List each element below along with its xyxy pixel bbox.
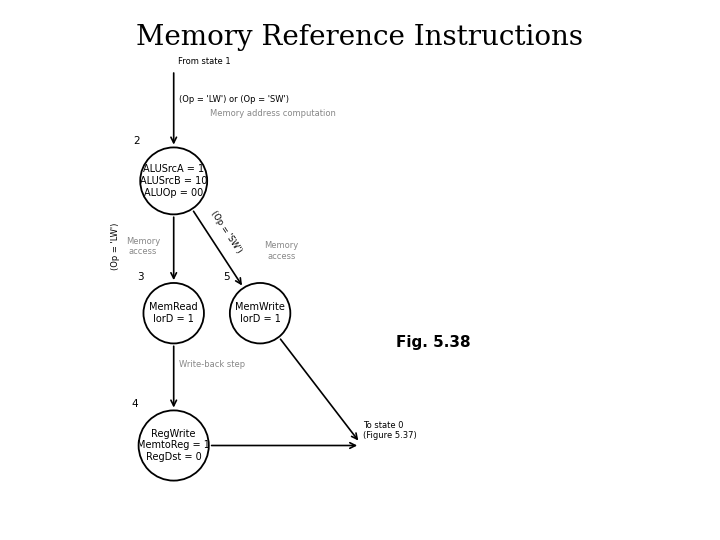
Text: (Op = 'LW') or (Op = 'SW'): (Op = 'LW') or (Op = 'SW') [179, 96, 289, 104]
Text: To state 0
(Figure 5.37): To state 0 (Figure 5.37) [363, 421, 416, 440]
Text: 3: 3 [137, 272, 143, 282]
Text: From state 1: From state 1 [178, 57, 230, 66]
Text: Memory
access: Memory access [126, 237, 160, 256]
Text: Write-back step: Write-back step [179, 360, 246, 369]
Text: 2: 2 [133, 136, 140, 146]
Text: Memory address computation: Memory address computation [210, 109, 336, 118]
Text: (Op = 'LW'): (Op = 'LW') [112, 223, 120, 271]
Text: RegWrite
MemtoReg = 1
RegDst = 0: RegWrite MemtoReg = 1 RegDst = 0 [138, 429, 210, 462]
Text: 4: 4 [132, 399, 138, 409]
Text: Fig. 5.38: Fig. 5.38 [395, 335, 470, 350]
Text: (Op = 'SW'): (Op = 'SW') [209, 210, 243, 255]
Text: 5: 5 [223, 272, 230, 282]
Text: MemRead
IorD = 1: MemRead IorD = 1 [149, 302, 198, 324]
Text: ALUSrcA = 1
ALUSrcB = 10
ALUOp = 00: ALUSrcA = 1 ALUSrcB = 10 ALUOp = 00 [140, 164, 207, 198]
Text: Memory Reference Instructions: Memory Reference Instructions [137, 24, 583, 51]
Text: MemWrite
IorD = 1: MemWrite IorD = 1 [235, 302, 285, 324]
Text: Memory
access: Memory access [264, 241, 299, 261]
